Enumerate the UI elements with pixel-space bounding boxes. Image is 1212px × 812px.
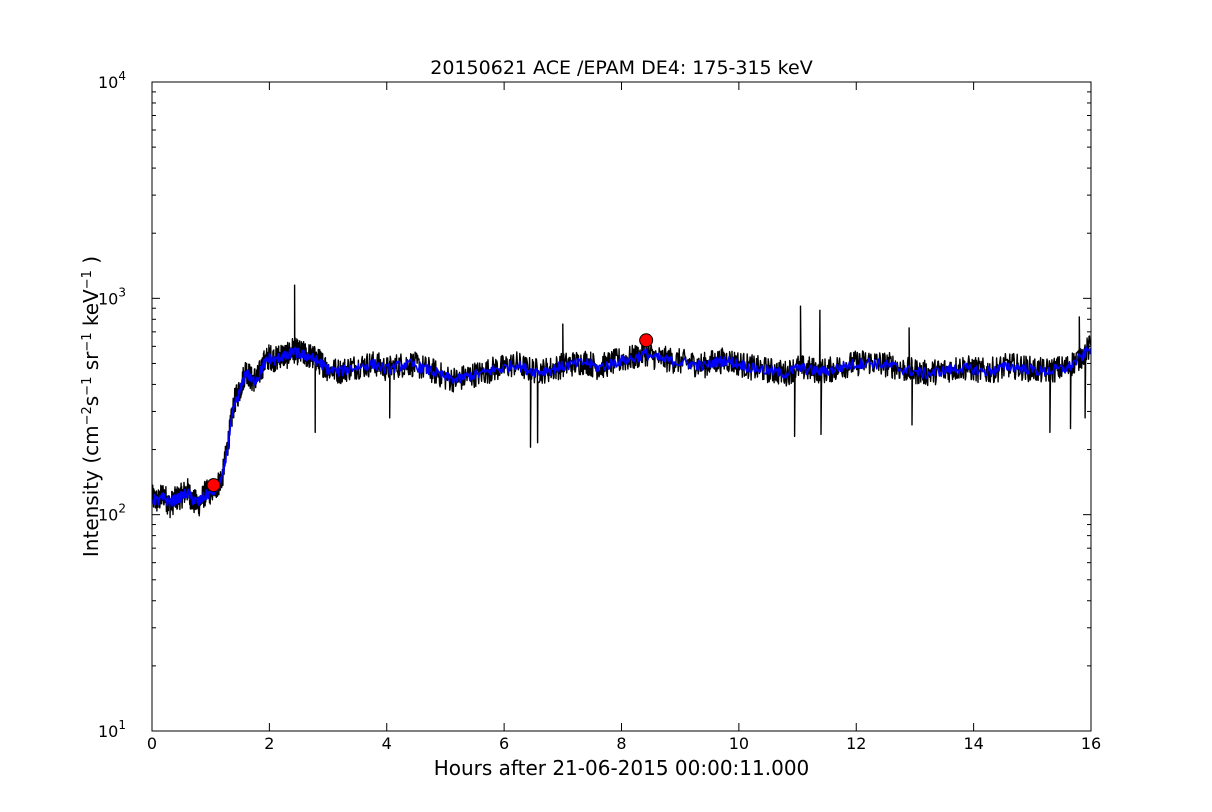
y-tick-label: 104 bbox=[98, 69, 126, 92]
y-axis-label-mid2: sr bbox=[79, 351, 103, 377]
x-tick-label: 2 bbox=[264, 734, 274, 753]
x-tick-label: 12 bbox=[846, 734, 866, 753]
event-marker-2 bbox=[639, 333, 654, 348]
y-axis-label-suffix: ) bbox=[79, 256, 103, 270]
y-axis-label-prefix: Intensity (cm bbox=[79, 425, 103, 557]
axis-ticks: 0 2 4 6 8 10 12 14 16 101 102 103 104 bbox=[98, 69, 1101, 753]
y-axis-label-sup2: −1 bbox=[80, 377, 95, 396]
y-tick-label: 101 bbox=[98, 718, 126, 741]
event-marker-1 bbox=[206, 478, 221, 493]
x-tick-label: 6 bbox=[499, 734, 509, 753]
y-tick-label: 102 bbox=[98, 502, 126, 525]
series-line-1 bbox=[152, 284, 1091, 519]
x-tick-label: 10 bbox=[729, 734, 749, 753]
y-axis-label-sup3: −1 bbox=[80, 332, 95, 351]
x-tick-label: 0 bbox=[147, 734, 157, 753]
y-axis-label: Intensity (cm−2s−1 sr−1 keV−1 ) bbox=[79, 256, 103, 557]
y-tick-label: 103 bbox=[98, 285, 126, 308]
y-axis-label-mid3: keV bbox=[79, 289, 103, 333]
x-tick-label: 14 bbox=[963, 734, 983, 753]
x-tick-label: 16 bbox=[1081, 734, 1101, 753]
x-tick-label: 4 bbox=[382, 734, 392, 753]
x-axis-label: Hours after 21-06-2015 00:00:11.000 bbox=[434, 756, 810, 780]
plot-area bbox=[152, 284, 1091, 519]
series-group bbox=[152, 284, 1091, 519]
series-line-2 bbox=[152, 346, 1091, 508]
x-tick-label: 8 bbox=[616, 734, 626, 753]
y-axis-label-sup1: −2 bbox=[80, 406, 95, 425]
y-axis-label-mid1: s bbox=[79, 396, 103, 406]
y-axis-label-sup4: −1 bbox=[80, 270, 95, 289]
chart-title: 20150621 ACE /EPAM DE4: 175-315 keV bbox=[430, 57, 812, 79]
